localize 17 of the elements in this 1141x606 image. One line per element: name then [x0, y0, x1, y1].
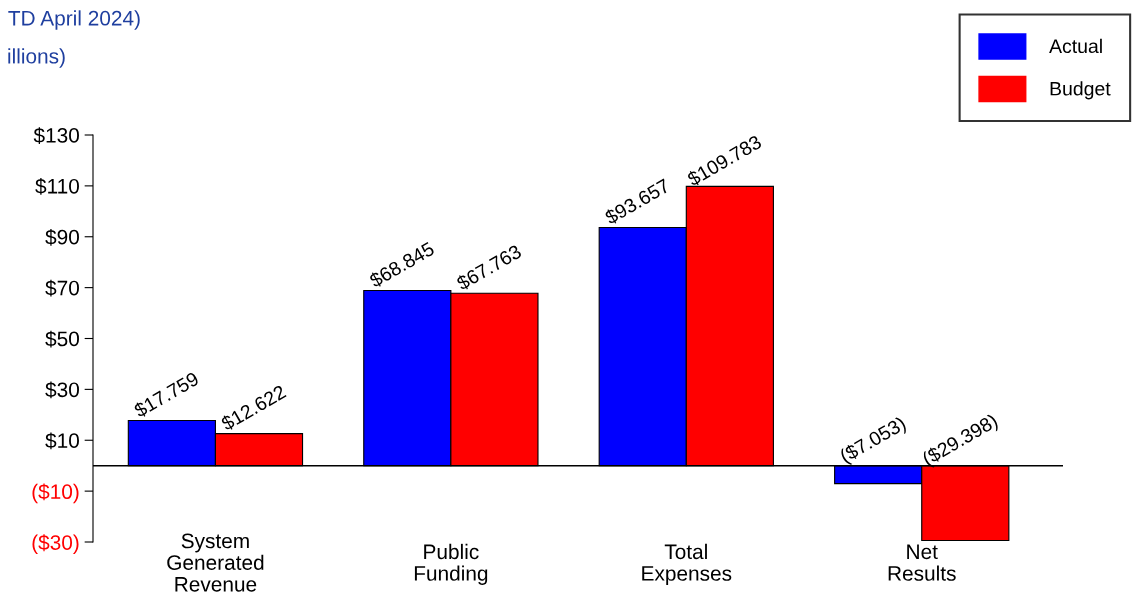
legend-label: Budget — [1050, 81, 1111, 100]
x-tick-label: Total Expenses — [642, 543, 732, 585]
y-tick-label: $70 — [45, 279, 79, 297]
chart-title: TD April 2024) — [8, 10, 140, 30]
y-tick-label: $90 — [45, 228, 79, 246]
x-tick-label: Public Funding — [414, 543, 488, 585]
legend-label: Actual — [1049, 38, 1102, 54]
x-tick-label: Net Results — [888, 544, 956, 581]
y-tick-label: $30 — [45, 381, 79, 399]
x-tick-label: System Generated Revenue — [167, 533, 264, 592]
y-tick-label: $50 — [45, 330, 79, 348]
y-tick-label: $10 — [45, 432, 79, 450]
y-tick-label: ($30) — [32, 534, 79, 555]
y-tick-label: $130 — [33, 127, 79, 144]
y-tick-label: ($10) — [32, 483, 79, 504]
chart-subtitle: illions) — [8, 48, 65, 68]
y-tick-label: $110 — [35, 178, 79, 195]
